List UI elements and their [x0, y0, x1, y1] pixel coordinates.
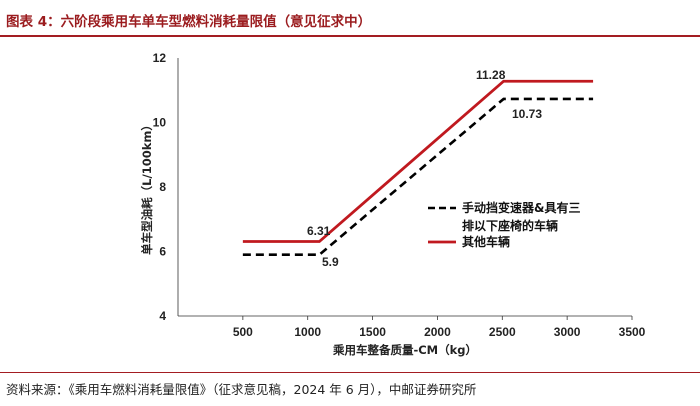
x-tick-label: 3500: [619, 325, 646, 339]
figure-title: 图表 4：六阶段乘用车单车型燃料消耗量限值（意见征求中）: [6, 14, 372, 30]
y-tick-labels: 4 6 8 10 12: [153, 51, 167, 323]
legend: 手动挡变速器&具有三 排以下座椅的车辆 其他车辆: [428, 200, 580, 249]
x-tick-label: 2000: [424, 325, 451, 339]
legend-label-other: 其他车辆: [462, 234, 510, 249]
annotation-10.73: 10.73: [512, 107, 542, 121]
y-tick-label: 4: [159, 309, 166, 323]
title-bar: 图表 4：六阶段乘用车单车型燃料消耗量限值（意见征求中）: [0, 2, 700, 37]
x-tick-label: 2500: [489, 325, 516, 339]
x-axis-title: 乘用车整备质量-CM（kg）: [332, 343, 477, 357]
y-tick-label: 8: [159, 180, 166, 194]
series-lines: [242, 79, 594, 257]
title-divider: [0, 35, 700, 37]
source-divider: [0, 372, 700, 373]
legend-label-manual-line2: 排以下座椅的车辆: [462, 218, 558, 233]
y-tick-label: 12: [153, 51, 167, 65]
line-chart: 500 1000 1500 2000 2500 3000 3500 4 6 8 10 12 6.31…: [140, 51, 646, 357]
x-tick-labels: 500 1000 1500 2000 2500 3000 3500: [233, 316, 646, 339]
series-line-manual: [242, 97, 594, 257]
x-tick-label: 1500: [359, 325, 386, 339]
x-tick-label: 500: [233, 325, 253, 339]
annotation-6.31: 6.31: [307, 224, 331, 238]
y-tick-label: 6: [159, 245, 166, 259]
x-tick-label: 1000: [294, 325, 321, 339]
annotation-11.28: 11.28: [476, 68, 506, 82]
source-note: 资料来源：《乘用车燃料消耗量限值》（征求意见稿，2024 年 6 月），中邮证券…: [6, 382, 477, 397]
x-tick-label: 3000: [554, 325, 581, 339]
annotation-5.9: 5.9: [322, 255, 339, 269]
y-tick-label: 10: [153, 116, 167, 130]
series-line-other: [242, 79, 594, 243]
y-axis-title: 单车型油耗（L/100km）: [140, 119, 154, 255]
legend-label-manual-line1: 手动挡变速器&具有三: [462, 200, 580, 215]
